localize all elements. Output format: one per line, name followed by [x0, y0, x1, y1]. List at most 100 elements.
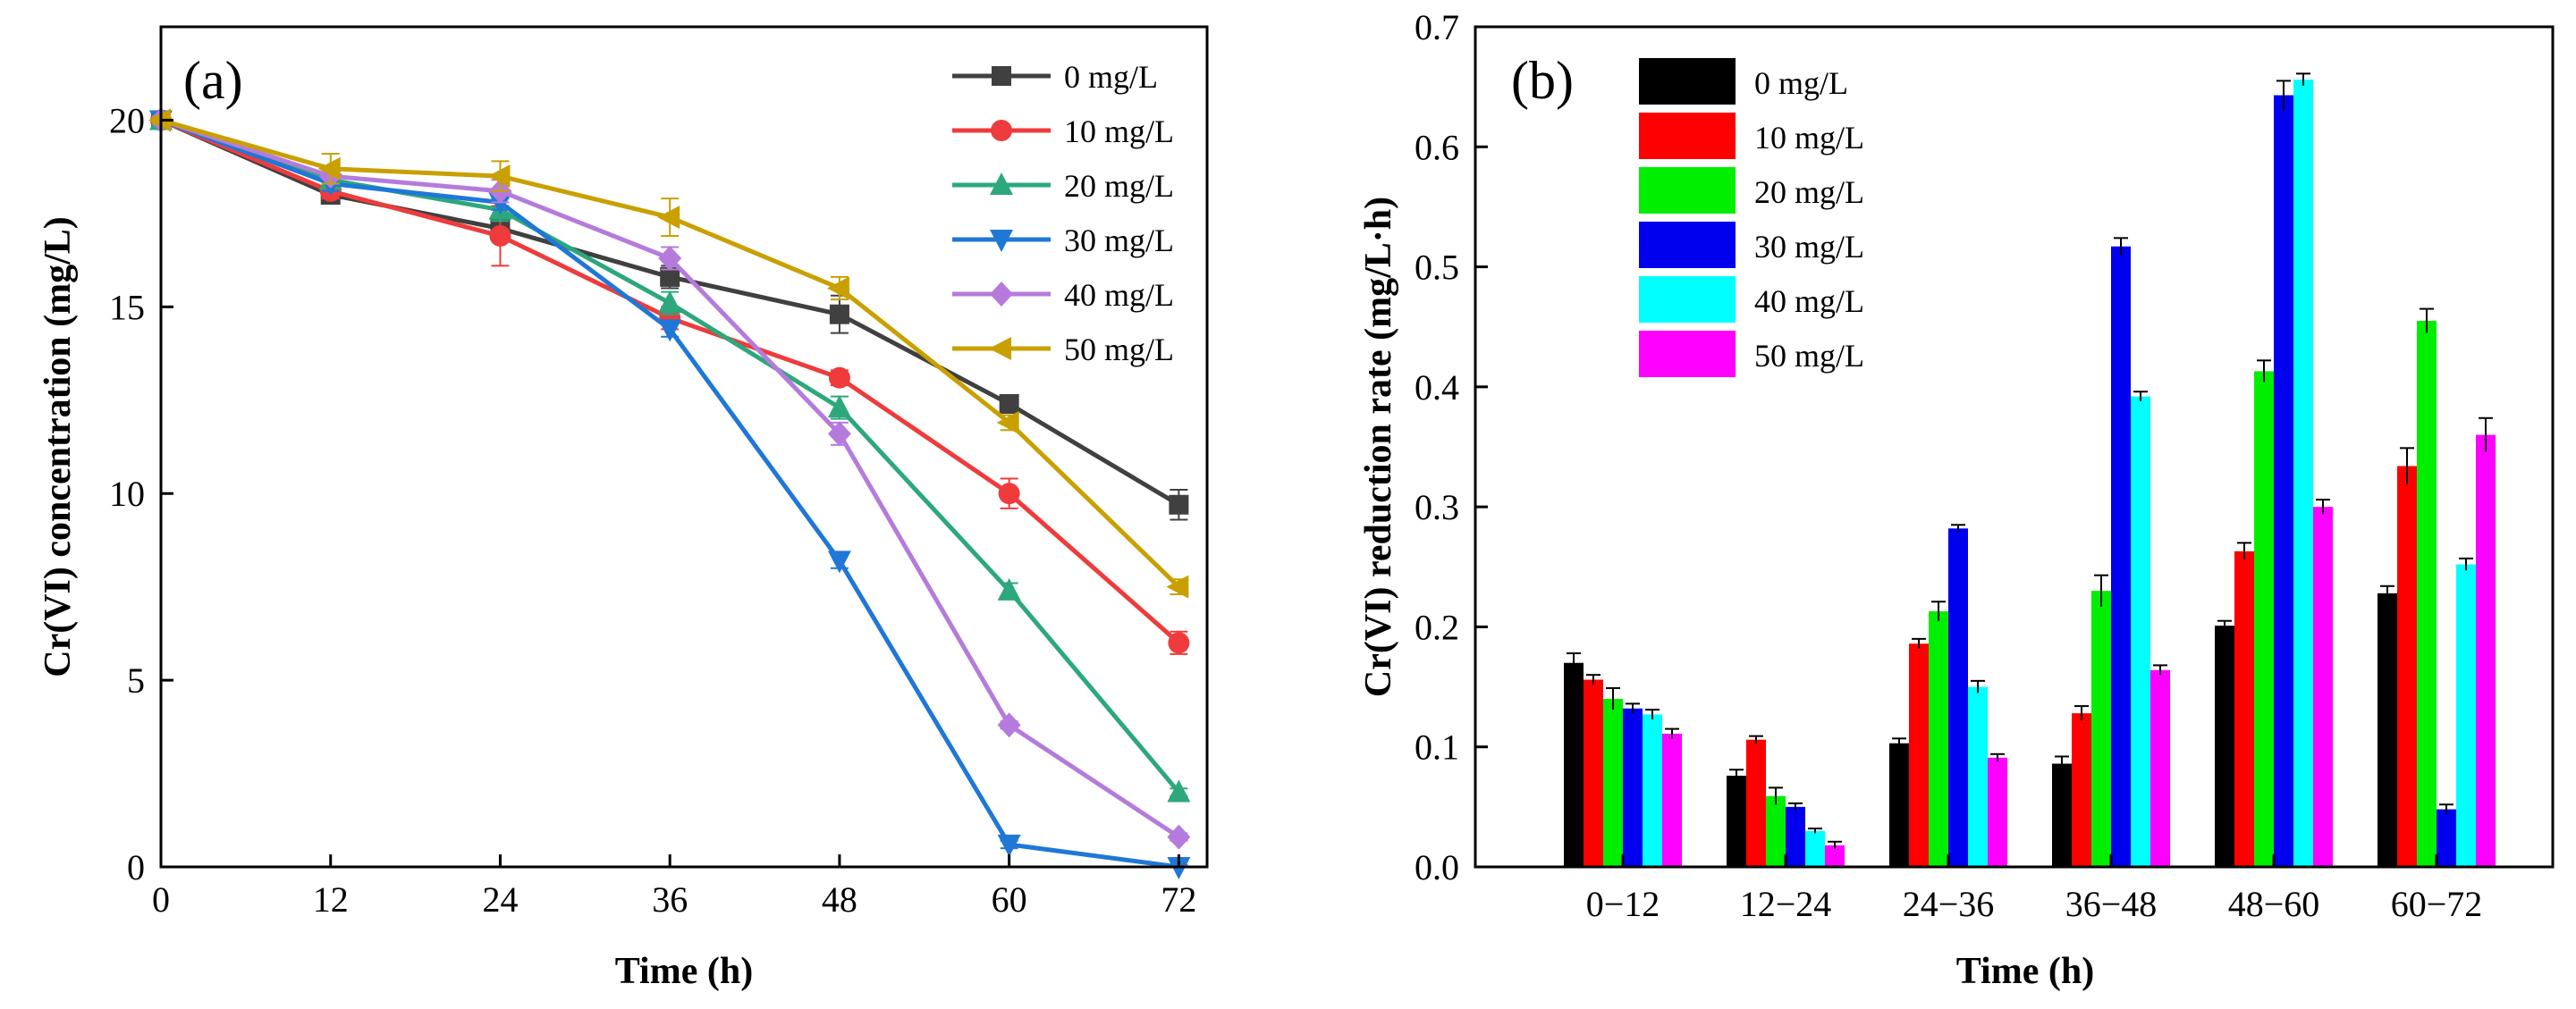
- chart-a-data-point: [827, 395, 851, 418]
- chart-b-bar: [2274, 95, 2293, 868]
- chart-a-data-point: [827, 551, 851, 574]
- chart-b-bar: [2417, 321, 2437, 867]
- chart-a-y-tick-label: 5: [127, 660, 145, 701]
- chart-b-legend-swatch: [1639, 331, 1736, 377]
- chart-b-bar: [2293, 80, 2313, 868]
- chart-b-bar: [1909, 643, 1929, 867]
- chart-a-legend-label: 50 mg/L: [1064, 332, 1174, 367]
- chart-b-legend-label: 0 mg/L: [1754, 65, 1848, 101]
- chart-a-data-point: [488, 192, 512, 215]
- chart-b-bar: [1727, 775, 1746, 867]
- chart-a-data-point: [317, 156, 341, 181]
- chart-b-series: [1584, 447, 2417, 867]
- chart-a-data-point: [997, 577, 1021, 601]
- chart-b-bar: [2437, 809, 2456, 867]
- chart-b-bar: [2072, 713, 2091, 867]
- chart-b-x-tick-label: 12−24: [1740, 884, 1832, 924]
- chart-b-y-tick-label: 0.6: [1415, 127, 1459, 167]
- chart-b-bar: [1948, 528, 1968, 867]
- chart-a-x-tick-label: 0: [152, 879, 170, 920]
- chart-b-bar: [1584, 679, 1603, 867]
- chart-b-legend-swatch: [1639, 113, 1736, 159]
- chart-a-x-tick-label: 48: [822, 879, 857, 920]
- chart-b-legend-label: 40 mg/L: [1754, 283, 1864, 319]
- chart-a-legend-label: 20 mg/L: [1064, 168, 1174, 204]
- chart-a-data-point: [826, 276, 849, 300]
- chart-b-x-tick-label: 36−48: [2065, 884, 2158, 924]
- chart-a-y-tick-label: 15: [109, 287, 145, 327]
- chart-b-y-tick-label: 0.5: [1415, 248, 1459, 288]
- chart-b-legend-swatch: [1639, 222, 1736, 268]
- chart-a-data-point: [999, 393, 1019, 414]
- chart-b-bar: [2397, 466, 2417, 867]
- chart-b-legend-label: 30 mg/L: [1754, 229, 1864, 265]
- chart-a-y-tick-label: 20: [109, 100, 145, 140]
- chart-b-bar: [2313, 507, 2333, 867]
- chart-b-panel-label: (b): [1511, 51, 1574, 110]
- chart-b-bar: [2378, 593, 2397, 867]
- chart-a-legend-label: 40 mg/L: [1064, 277, 1174, 313]
- chart-a-data-point: [996, 410, 1019, 434]
- chart-a-legend-marker: [990, 230, 1013, 252]
- chart-a-data-point: [1167, 779, 1191, 803]
- chart-b-bar: [1662, 733, 1682, 867]
- chart-b-bar: [2091, 591, 2111, 867]
- chart-b-y-tick-label: 0.0: [1415, 847, 1459, 887]
- chart-a-data-point: [829, 304, 849, 324]
- chart-b-legend-label: 10 mg/L: [1754, 120, 1864, 156]
- chart-b-legend-label: 50 mg/L: [1754, 338, 1864, 374]
- chart-b-bar: [2215, 626, 2234, 867]
- chart-b-bar: [1929, 610, 1948, 867]
- chart-b-bar: [1603, 699, 1623, 867]
- chart-a-data-point: [1169, 494, 1189, 515]
- chart-a-data-point: [998, 483, 1020, 505]
- chart-b-legend-swatch: [1639, 58, 1736, 105]
- chart-a-frame: [159, 25, 1209, 869]
- chart-a-data-point: [997, 834, 1021, 857]
- chart-a-x-tick-label: 24: [482, 879, 518, 920]
- chart-b-bar: [2476, 434, 2496, 867]
- chart-a-data-point: [828, 366, 850, 389]
- chart-a-series: [150, 109, 1190, 655]
- chart-b-bar: [1786, 806, 1805, 867]
- chart-a-series-line: [160, 118, 1181, 589]
- chart-b-bar: [1766, 795, 1786, 867]
- chart-b: 0.0 0.1 0.2 0.3 0.4 0.5 0.6 0.7 0−12 12−24 24−36 36…: [1358, 7, 2555, 992]
- chart-b-series: [1662, 416, 2496, 867]
- chart-b-bar: [2234, 551, 2254, 867]
- chart-a-y-tick-label: 10: [109, 474, 145, 514]
- chart-a-data-point: [657, 206, 680, 230]
- chart-b-legend-swatch: [1639, 276, 1736, 323]
- chart-b-legend-swatch: [1639, 167, 1736, 214]
- chart-b-x-label: Time (h): [1956, 951, 2094, 992]
- chart-a-legend-label: 10 mg/L: [1064, 114, 1174, 149]
- chart-a-y-label: Cr(VI) concentration (mg/L): [38, 216, 79, 677]
- chart-a-x-tick-label: 12: [313, 879, 349, 920]
- chart-b-bar: [1805, 830, 1825, 867]
- chart-b-y-tick-label: 0.1: [1415, 727, 1459, 768]
- chart-a-series: [148, 108, 1189, 599]
- chart-b-x-tick-label: 60−72: [2391, 884, 2483, 924]
- chart-b-bar: [2052, 763, 2072, 867]
- chart-b-series: [1643, 72, 2476, 868]
- chart-a-data-point: [658, 319, 682, 342]
- chart-b-bar: [1968, 686, 1988, 867]
- chart-b-y-tick-label: 0.4: [1415, 367, 1459, 408]
- chart-a: 0 12 24 36 48 60 72 0 5 10 15 20 (a) 0 mg/L 10 mg/L 2…: [38, 25, 1209, 992]
- chart-a-data-point: [997, 712, 1021, 738]
- chart-a-data-point: [660, 266, 680, 287]
- chart-a-data-point: [487, 164, 511, 189]
- chart-a-data-point: [1166, 575, 1189, 599]
- chart-a-y-tick-label: 0: [127, 847, 145, 887]
- chart-a-legend-marker: [990, 282, 1013, 307]
- chart-b-legend-label: 20 mg/L: [1754, 174, 1864, 210]
- chart-a-data-point: [827, 421, 851, 447]
- chart-a-data-point: [1168, 632, 1190, 654]
- chart-a-data-point: [658, 246, 682, 272]
- chart-b-bar: [1825, 845, 1845, 867]
- chart-a-x-tick-label: 60: [992, 879, 1027, 920]
- chart-a-legend-marker: [989, 337, 1011, 360]
- chart-b-bar: [2254, 371, 2274, 867]
- chart-b-y-tick-label: 0.2: [1415, 607, 1459, 647]
